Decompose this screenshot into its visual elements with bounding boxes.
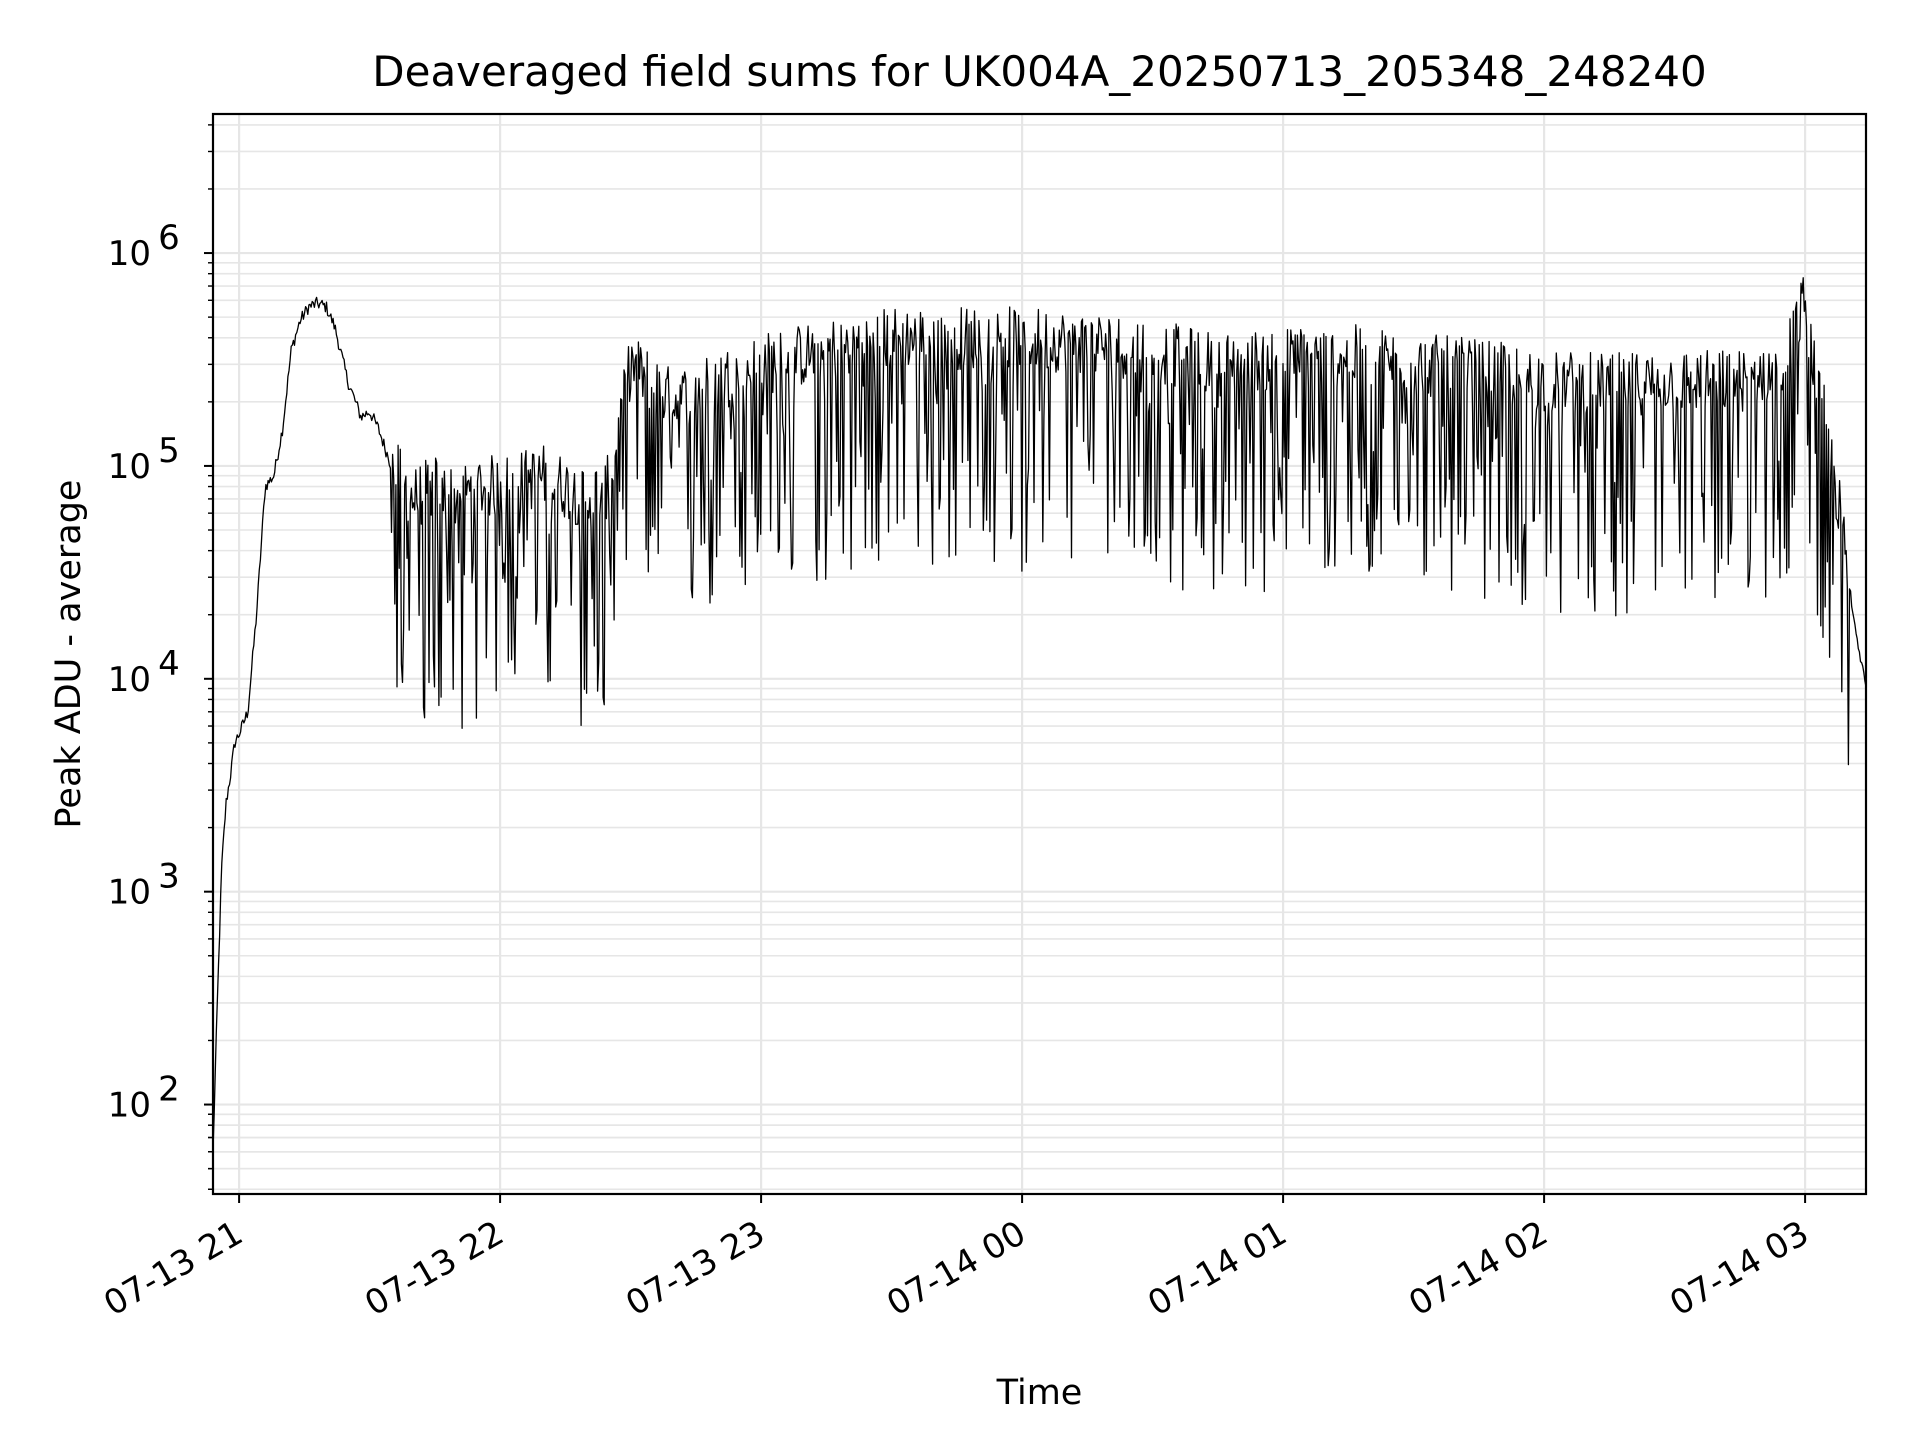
y-tick-label: 10 [108, 1086, 151, 1126]
x-tick-label: 07-14 01 [1141, 1213, 1293, 1324]
x-tick-label: 07-14 00 [880, 1213, 1032, 1324]
y-axis-label: Peak ADU - average [49, 480, 89, 829]
x-tick-label: 07-13 21 [97, 1213, 249, 1324]
chart-title: Deaveraged field sums for UK004A_2025071… [372, 47, 1706, 96]
y-tick-label: 10 [108, 447, 151, 487]
x-tick-label: 07-13 22 [358, 1213, 510, 1324]
x-tick-label: 07-14 02 [1402, 1213, 1554, 1324]
y-tick-exponent: 6 [158, 218, 180, 258]
y-tick-label: 10 [108, 660, 151, 700]
y-tick-label: 10 [108, 873, 151, 913]
x-tick-label: 07-14 03 [1663, 1213, 1815, 1324]
x-tick-label: 07-13 23 [619, 1213, 771, 1324]
data-series [212, 277, 1867, 1150]
y-tick-exponent: 5 [158, 431, 180, 471]
y-tick-exponent: 4 [158, 644, 180, 684]
series-line [212, 277, 1867, 1150]
plot-frame [211, 112, 1868, 1196]
x-axis-label: Time [996, 1373, 1083, 1413]
y-tick-label: 10 [108, 234, 151, 274]
y-tick-exponent: 2 [158, 1070, 180, 1110]
grid-lines [213, 114, 1866, 1194]
y-tick-exponent: 3 [158, 857, 180, 897]
